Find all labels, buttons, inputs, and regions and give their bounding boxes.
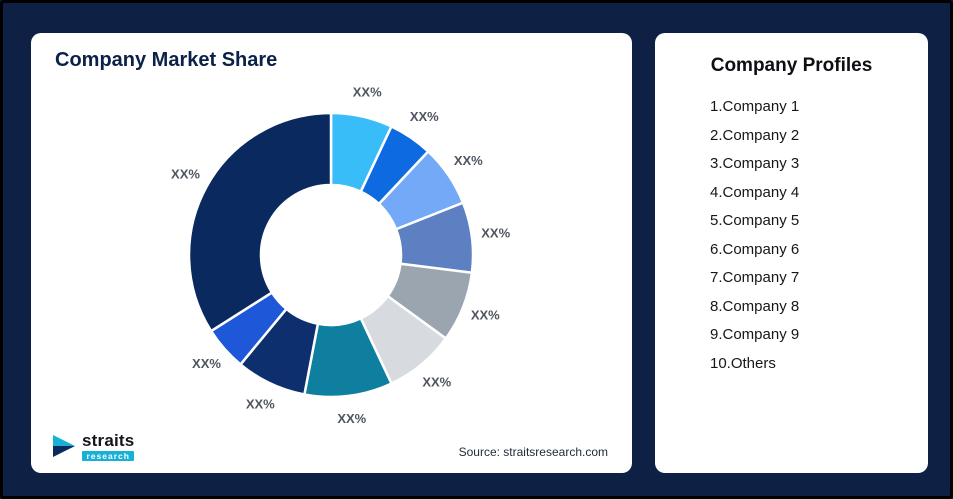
logo-subtitle: research bbox=[82, 450, 135, 461]
profile-list-item: 1.Company 1 bbox=[710, 98, 800, 115]
profile-list-item: 3.Company 3 bbox=[710, 155, 800, 172]
donut-chart: XX% XX% XX% XX% XX% XX% XX% XX% XX% XX% bbox=[171, 84, 511, 426]
segment-label-company-9: XX% bbox=[192, 356, 221, 371]
profile-list-item: 9.Company 9 bbox=[710, 326, 800, 343]
profiles-title: Company Profiles bbox=[710, 55, 873, 76]
segment-label-company-1: XX% bbox=[353, 84, 382, 99]
profile-list-item: 10.Others bbox=[710, 354, 776, 372]
profile-list-item: 8.Company 8 bbox=[710, 297, 800, 315]
segment-label-company-6: XX% bbox=[422, 374, 451, 389]
chart-title: Company Market Share bbox=[55, 49, 278, 71]
segment-label-company-5: XX% bbox=[471, 308, 500, 323]
profile-list-item: 6.Company 6 bbox=[710, 240, 800, 258]
profile-list-item: 4.Company 4 bbox=[710, 183, 800, 201]
profile-list-item: 2.Company 2 bbox=[710, 126, 800, 144]
company-profiles-card: Company Profiles 1.Company 1 2.Company 2 3… bbox=[655, 33, 928, 473]
segment-label-company-2: XX% bbox=[410, 109, 439, 124]
segment-label-company-8: XX% bbox=[246, 397, 275, 412]
donut-segment-others bbox=[187, 111, 333, 333]
segment-label-company-7: XX% bbox=[337, 411, 366, 426]
profile-list-item: 7.Company 7 bbox=[710, 269, 800, 286]
market-share-card: Company Market Share XX% XX% XX% XX% XX% XX% X… bbox=[31, 33, 632, 473]
profiles-list: 1.Company 1 2.Company 2 3.Company 3 4.Compa… bbox=[655, 93, 928, 378]
logo-name: straits bbox=[82, 430, 135, 450]
straits-logo-text: straits research bbox=[82, 430, 135, 461]
source-text: Source: straitsresearch.com bbox=[458, 445, 608, 459]
segment-label-company-4: XX% bbox=[481, 226, 510, 241]
segment-label-company-3: XX% bbox=[454, 153, 483, 168]
straits-logo: straits research bbox=[51, 430, 135, 461]
segment-label-others: XX% bbox=[171, 166, 200, 181]
profile-list-item: 5.Company 5 bbox=[710, 212, 800, 229]
straits-logo-icon bbox=[53, 435, 75, 458]
